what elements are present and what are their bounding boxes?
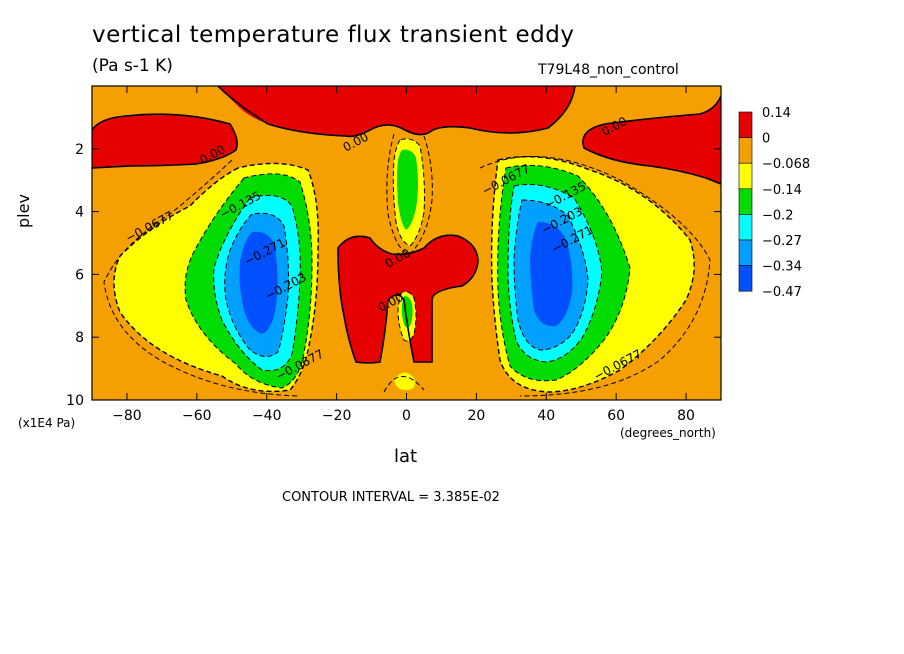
y-tick-label: 10 (66, 393, 84, 409)
x-tick-label: 80 (677, 408, 695, 424)
tongue-upper-green (397, 149, 418, 230)
lobe-left-blue (239, 231, 278, 334)
lobe-right-blue (530, 222, 573, 327)
x-tick-label: −20 (322, 408, 352, 424)
x-tick-label: 40 (537, 408, 555, 424)
contour-bottom (383, 376, 425, 393)
legend-label: −0.34 (762, 260, 802, 275)
contour-lines (92, 86, 721, 397)
contour-left-0135 (184, 173, 313, 389)
legend-label: −0.27 (762, 234, 802, 249)
red-region-top-right (582, 96, 721, 184)
zero-contour-center (337, 234, 479, 364)
x-axis-label: lat (394, 446, 418, 467)
x-tick-label: 60 (607, 408, 625, 424)
legend-swatch (738, 239, 753, 266)
run-label: T79L48_non_control (538, 62, 679, 78)
contour-left-0271 (224, 212, 289, 357)
filled-contours (92, 86, 721, 400)
zero-contour-top (217, 86, 576, 138)
legend-swatch (738, 214, 753, 241)
legend-swatch (738, 265, 753, 292)
zero-contour-left (92, 113, 238, 169)
legend-label: −0.14 (762, 183, 802, 198)
legend-swatch (738, 137, 753, 164)
chart-title: vertical temperature flux transient eddy (92, 22, 575, 48)
y-tick-label: 6 (75, 267, 84, 283)
y-tick-label: 2 (75, 142, 84, 158)
contour-right-0203 (507, 184, 603, 363)
y-axis-unit: (x1E4 Pa) (18, 416, 76, 430)
contour-tongue-upper (392, 138, 425, 247)
contour-left-0203 (213, 194, 301, 372)
contour-right-0068 (490, 156, 695, 393)
legend-swatch (738, 188, 753, 215)
legend-swatch (738, 162, 753, 190)
x-axis-unit: (degrees_north) (620, 426, 716, 440)
legend-label: −0.47 (762, 285, 802, 300)
legend-label: −0.068 (762, 157, 810, 172)
contour-tongue-lower (397, 291, 417, 342)
axis-layer: −80 −60 −40 −20 0 20 40 60 80 2 4 6 8 10 (66, 86, 721, 424)
legend-label: 0 (762, 132, 770, 147)
x-tick-label: −80 (112, 408, 142, 424)
contour-right-0135 (497, 164, 631, 382)
contour-tongue-upper-outer (386, 133, 433, 255)
x-tick-label: −60 (182, 408, 212, 424)
legend-swatch (738, 111, 753, 138)
red-region-top (218, 86, 575, 137)
contour-right-outer (479, 156, 711, 397)
legend: 0.14 0 −0.068 −0.14 −0.2 −0.27 −0.34 −0.47 (738, 106, 810, 300)
y-tick-label: 8 (75, 330, 84, 346)
chart-units: (Pa s-1 K) (92, 56, 173, 76)
y-tick-label: 4 (75, 205, 84, 221)
red-region-top-left (92, 114, 238, 168)
contour-interval: CONTOUR INTERVAL = 3.385E-02 (282, 490, 500, 505)
x-tick-label: 20 (467, 408, 485, 424)
tongue-bottom-yellow (394, 372, 415, 390)
x-tick-label: 0 (402, 408, 411, 424)
contour-right-0271 (513, 199, 589, 351)
legend-label: −0.2 (762, 208, 794, 223)
legend-label: 0.14 (762, 106, 791, 121)
x-tick-label: −40 (252, 408, 282, 424)
contour-left-outer (103, 159, 301, 397)
contour-left-0068 (113, 162, 319, 393)
zero-contour-right (582, 95, 721, 185)
